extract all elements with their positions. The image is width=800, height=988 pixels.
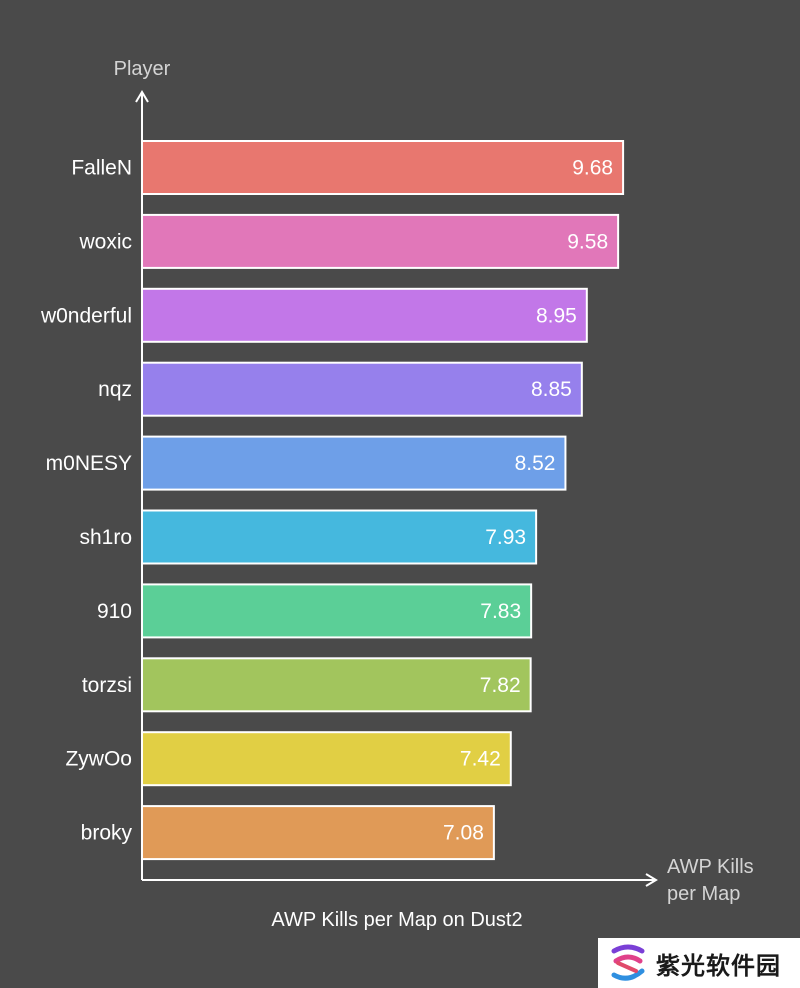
category-label: nqz (98, 378, 132, 401)
value-label: 7.93 (485, 526, 526, 549)
value-label: 7.42 (460, 748, 501, 771)
value-label: 7.83 (480, 600, 521, 623)
value-label: 7.08 (443, 822, 484, 845)
category-label: w0nderful (40, 304, 132, 327)
bars-layer: FalleN 9.68 woxic 9.58 w0nderful 8.95 nqz 8.85 m… (40, 140, 625, 861)
watermark: 紫光软件园 (598, 938, 800, 988)
x-axis-title-line1: AWP Kills (667, 856, 754, 878)
bar-910 (141, 583, 533, 639)
bar-nqz (141, 361, 583, 417)
bar-fallen (141, 140, 625, 195)
category-label: m0NESY (46, 452, 132, 475)
x-axis-title-line2: per Map (667, 883, 740, 905)
category-label: sh1ro (79, 526, 132, 549)
value-label: 8.85 (531, 378, 572, 401)
category-label: woxic (78, 230, 132, 253)
y-axis-title: Player (114, 58, 171, 80)
value-label: 8.95 (536, 304, 577, 327)
bar-w0nderful (141, 287, 588, 343)
bar-m0nesy (141, 435, 567, 491)
bar-woxic (141, 213, 620, 269)
category-label: torzsi (82, 674, 132, 697)
watermark-logo-icon (611, 944, 645, 981)
bar-torzsi (141, 657, 532, 713)
chart-title: AWP Kills per Map on Dust2 (271, 909, 522, 931)
value-label: 9.58 (567, 230, 608, 253)
watermark-text: 紫光软件园 (656, 951, 781, 980)
value-label: 8.52 (515, 452, 556, 475)
category-label: 910 (97, 600, 132, 623)
value-label: 9.68 (572, 157, 613, 180)
bar-sh1ro (141, 509, 538, 565)
category-label: FalleN (71, 157, 132, 180)
bar-zywoo (141, 731, 512, 787)
axes (135, 90, 658, 887)
category-label: broky (81, 822, 133, 845)
y-axis-arrow (135, 90, 149, 103)
x-axis-arrow (645, 873, 658, 887)
value-label: 7.82 (480, 674, 521, 697)
category-label: ZywOo (65, 748, 132, 771)
bar-broky (141, 805, 495, 861)
